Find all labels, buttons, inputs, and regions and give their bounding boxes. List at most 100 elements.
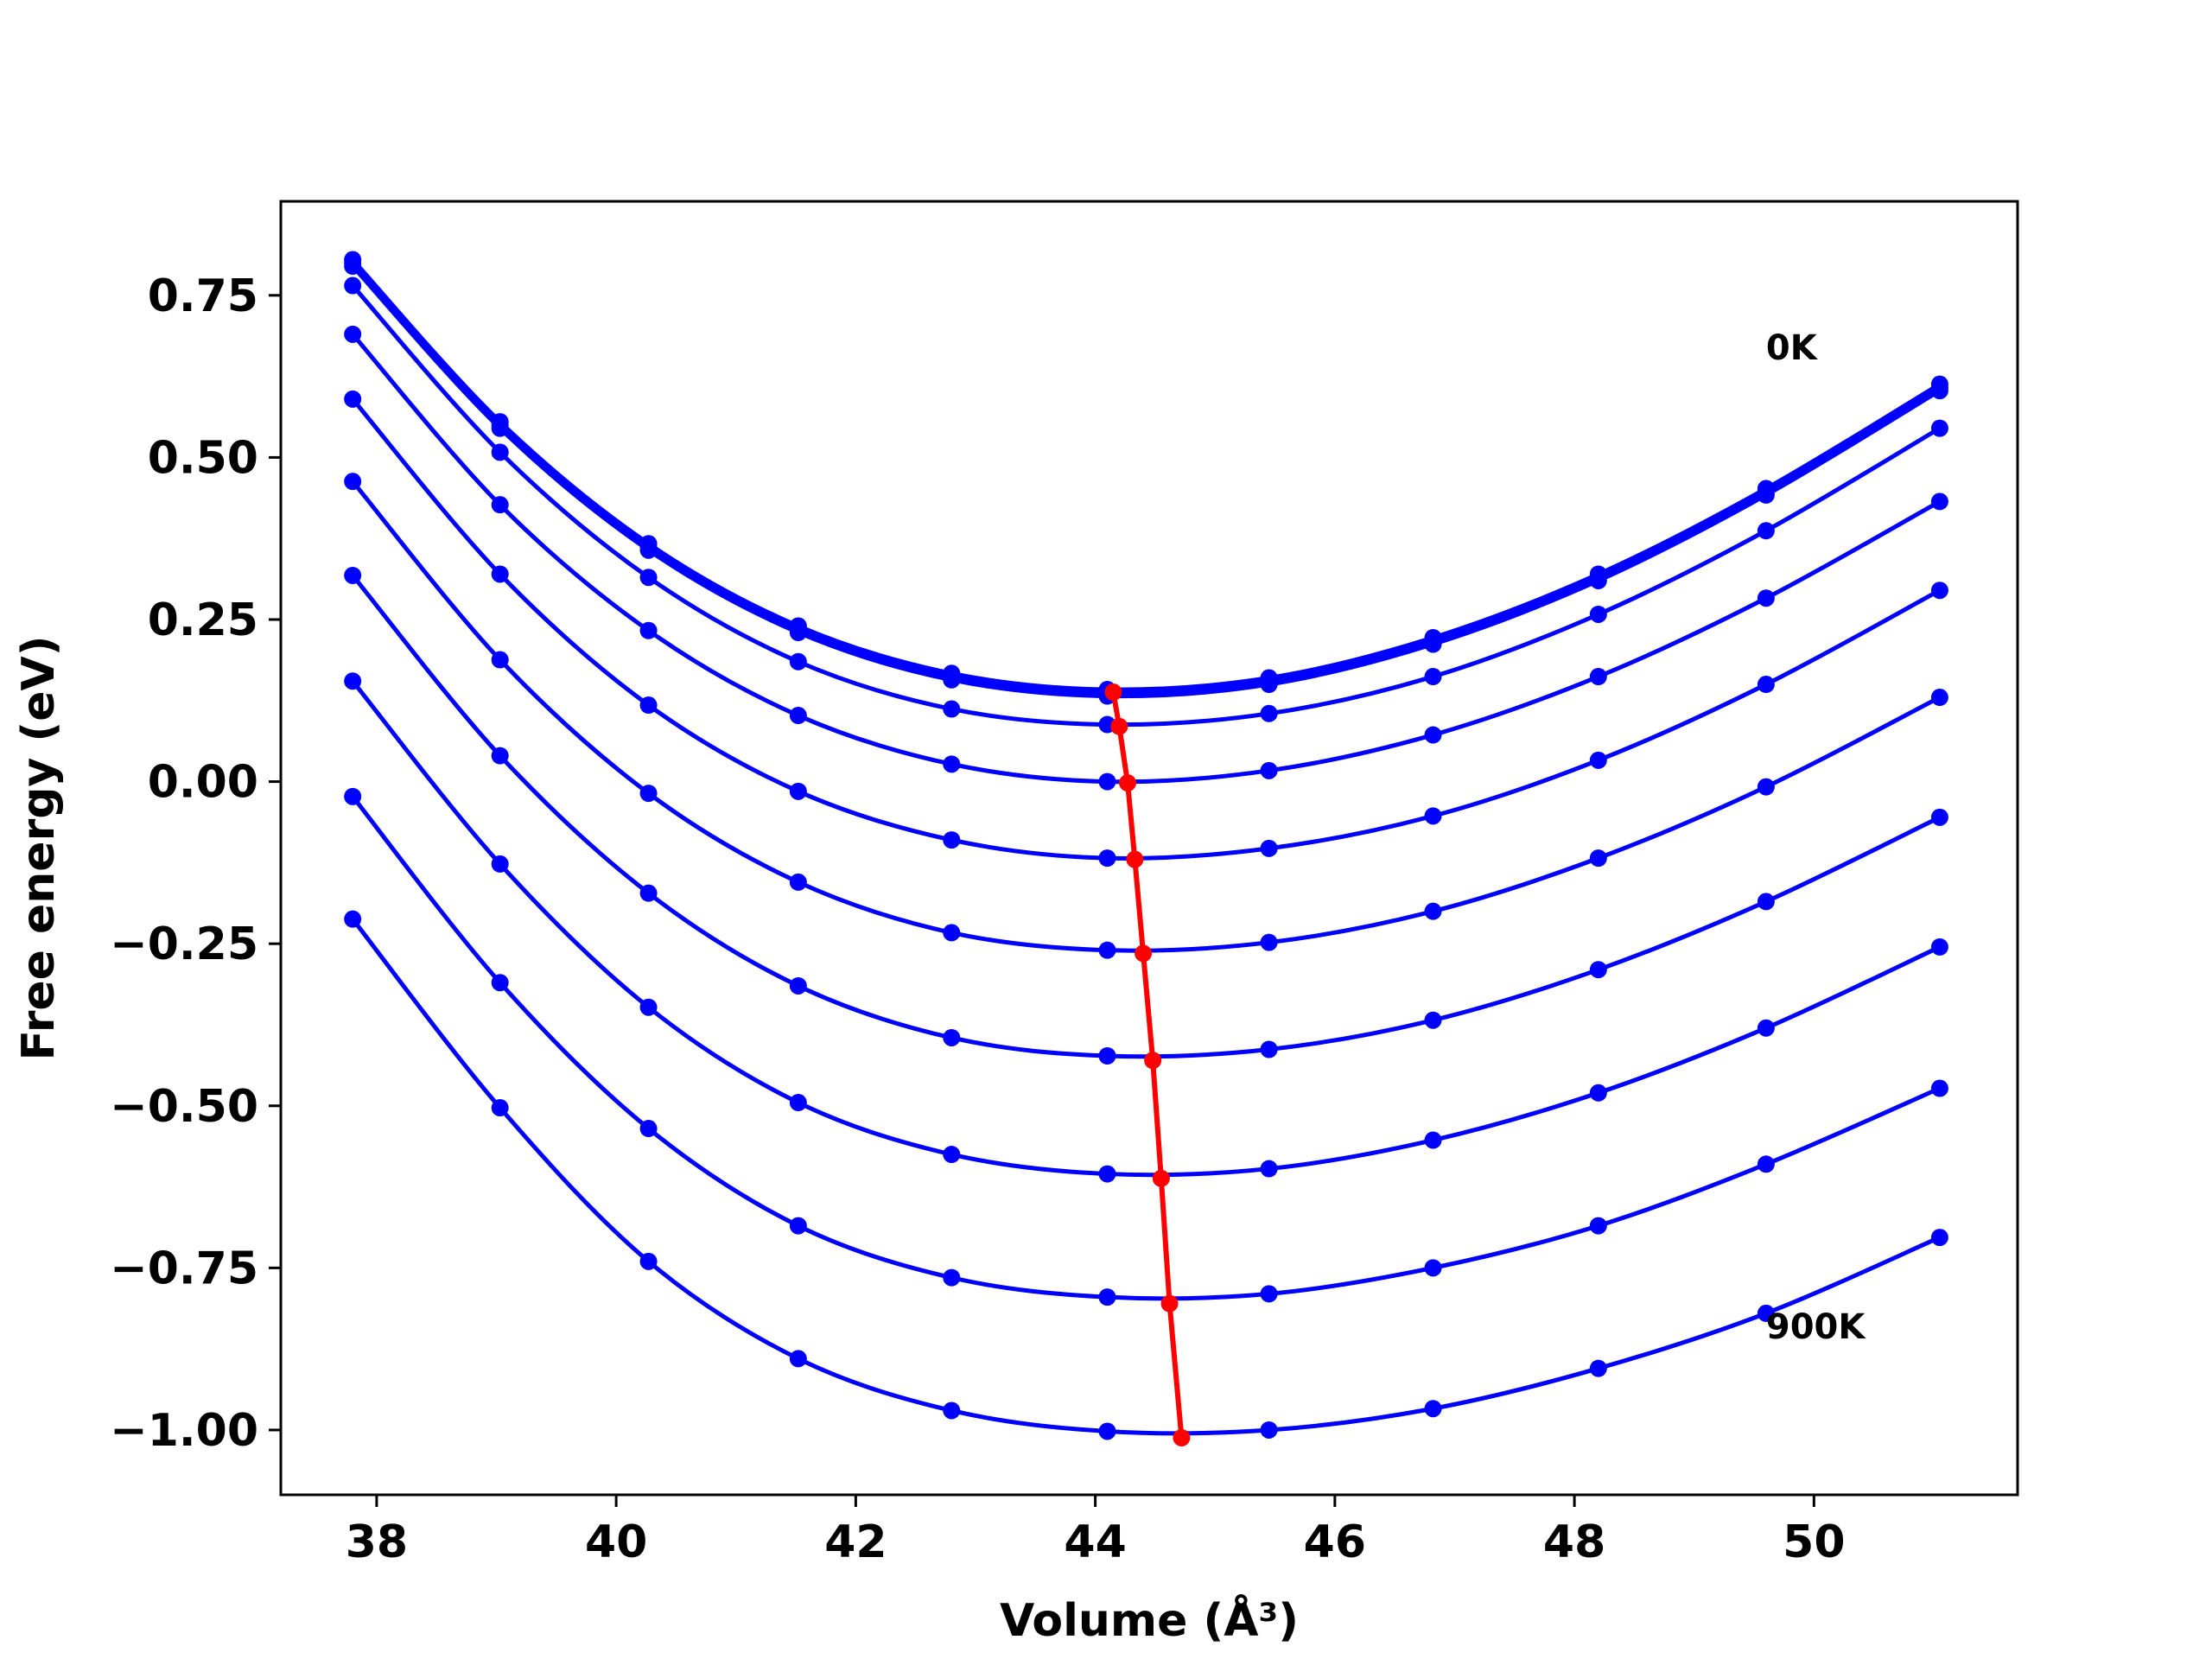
minimum-point-6 — [1152, 1169, 1170, 1187]
y-tick-label-2: 0.25 — [148, 594, 258, 646]
x-tick-label-5: 48 — [1543, 1516, 1605, 1568]
data-point-10-0 — [344, 910, 362, 928]
x-tick-label-2: 42 — [824, 1516, 887, 1568]
data-point-2-2 — [639, 541, 658, 559]
data-point-7-3 — [789, 976, 807, 995]
data-point-8-2 — [639, 998, 658, 1016]
data-point-3-1 — [491, 443, 509, 461]
data-point-2-0 — [344, 257, 362, 276]
data-point-5-5 — [1098, 849, 1116, 868]
data-point-4-7 — [1424, 726, 1442, 744]
minimum-point-1 — [1110, 717, 1128, 735]
data-point-4-4 — [943, 755, 961, 773]
data-point-5-1 — [491, 565, 509, 583]
y-tick-label-4: −0.25 — [110, 918, 258, 970]
data-point-2-8 — [1589, 571, 1607, 589]
data-point-7-0 — [344, 566, 362, 584]
data-point-10-9 — [1757, 1304, 1775, 1322]
y-tick-label-6: −0.75 — [110, 1243, 258, 1294]
minimum-point-4 — [1135, 944, 1153, 963]
data-point-10-7 — [1424, 1400, 1442, 1418]
data-point-3-0 — [344, 276, 362, 295]
x-axis-label: Volume (Å³) — [1000, 1594, 1299, 1647]
data-point-6-2 — [639, 785, 658, 803]
y-tick-label-1: 0.50 — [148, 432, 258, 484]
data-point-5-9 — [1757, 676, 1775, 694]
data-point-5-4 — [943, 831, 961, 849]
data-point-6-8 — [1589, 849, 1607, 868]
data-point-4-9 — [1757, 589, 1775, 607]
data-point-10-8 — [1589, 1359, 1607, 1377]
x-tick-label-6: 50 — [1783, 1516, 1845, 1568]
data-point-4-5 — [1098, 772, 1116, 791]
data-point-3-7 — [1424, 668, 1442, 686]
data-point-2-6 — [1260, 676, 1278, 694]
data-point-6-7 — [1424, 902, 1442, 920]
data-point-4-1 — [491, 496, 509, 514]
y-axis-label: Free energy (eV) — [13, 636, 65, 1061]
data-point-10-1 — [491, 1099, 509, 1117]
minimum-point-8 — [1173, 1428, 1191, 1446]
data-point-5-10 — [1930, 582, 1948, 600]
data-point-7-1 — [491, 747, 509, 765]
annotations: 0K 900K — [1766, 328, 1866, 1347]
data-point-9-8 — [1589, 1217, 1607, 1235]
data-point-7-8 — [1589, 961, 1607, 979]
data-point-5-0 — [344, 390, 362, 408]
data-point-9-9 — [1757, 1155, 1775, 1173]
x-axis: 38 40 42 44 46 48 50 — [346, 1495, 1846, 1568]
data-point-9-5 — [1098, 1288, 1116, 1306]
data-point-3-9 — [1757, 522, 1775, 540]
data-point-6-10 — [1930, 689, 1948, 707]
data-point-8-1 — [491, 855, 509, 873]
y-tick-label-3: 0.00 — [148, 757, 258, 809]
data-point-7-6 — [1260, 1040, 1278, 1058]
data-point-7-9 — [1757, 893, 1775, 911]
data-point-8-8 — [1589, 1084, 1607, 1102]
x-tick-label-3: 44 — [1064, 1516, 1126, 1568]
annotation-0: 0K — [1766, 328, 1819, 368]
data-point-4-0 — [344, 325, 362, 343]
data-point-4-2 — [639, 621, 658, 639]
data-point-4-10 — [1930, 493, 1948, 511]
data-point-3-10 — [1930, 419, 1948, 437]
data-point-10-5 — [1098, 1422, 1116, 1440]
data-point-8-5 — [1098, 1165, 1116, 1183]
data-point-5-8 — [1589, 751, 1607, 769]
data-point-3-6 — [1260, 704, 1278, 722]
data-point-4-3 — [789, 707, 807, 725]
data-point-7-5 — [1098, 1046, 1116, 1065]
data-point-9-6 — [1260, 1285, 1278, 1303]
data-point-4-8 — [1589, 668, 1607, 686]
data-point-6-9 — [1757, 778, 1775, 796]
data-point-6-6 — [1260, 933, 1278, 951]
data-point-3-3 — [789, 652, 807, 671]
data-point-9-2 — [639, 1120, 658, 1138]
data-point-2-4 — [943, 671, 961, 689]
y-axis: 0.75 0.50 0.25 0.00 −0.25 −0.50 −0.75 −1.00 — [110, 270, 281, 1457]
data-point-6-4 — [943, 924, 961, 942]
data-point-2-3 — [789, 624, 807, 641]
x-tick-label-1: 40 — [585, 1516, 647, 1568]
minimum-point-3 — [1126, 850, 1144, 868]
data-point-9-1 — [491, 974, 509, 992]
data-point-5-7 — [1424, 807, 1442, 825]
data-point-2-7 — [1424, 635, 1442, 653]
data-point-10-3 — [789, 1350, 807, 1368]
y-tick-label-7: −1.00 — [110, 1405, 258, 1457]
data-point-8-9 — [1757, 1019, 1775, 1037]
data-point-3-4 — [943, 700, 961, 718]
data-point-2-1 — [491, 419, 509, 437]
x-tick-label-4: 46 — [1304, 1516, 1366, 1568]
annotation-1: 900K — [1766, 1307, 1866, 1347]
data-point-9-7 — [1424, 1259, 1442, 1277]
data-point-9-4 — [943, 1268, 961, 1287]
data-point-8-6 — [1260, 1160, 1278, 1178]
data-point-2-9 — [1757, 486, 1775, 504]
data-point-10-2 — [639, 1252, 658, 1270]
x-tick-label-0: 38 — [346, 1516, 408, 1568]
data-point-8-4 — [943, 1146, 961, 1164]
data-point-8-0 — [344, 672, 362, 690]
minimum-point-2 — [1119, 774, 1137, 792]
